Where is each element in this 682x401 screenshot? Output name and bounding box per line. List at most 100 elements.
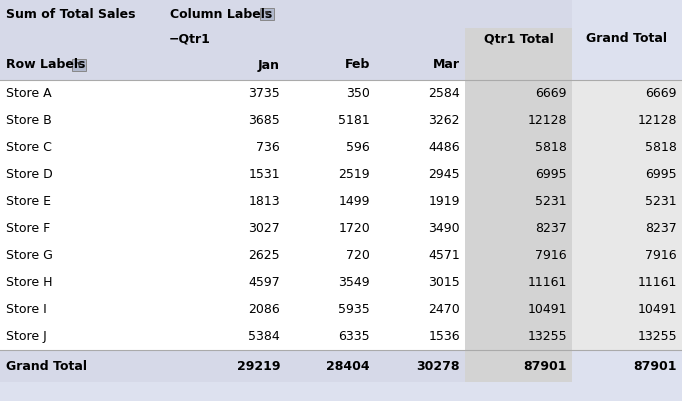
Bar	[0, 80, 465, 107]
Text: Grand Total: Grand Total	[587, 32, 668, 45]
Bar	[0, 161, 465, 188]
Bar	[0, 50, 465, 80]
Text: 596: 596	[346, 141, 370, 154]
Text: 3015: 3015	[428, 276, 460, 289]
Text: Store J: Store J	[6, 330, 47, 343]
Bar	[0, 215, 465, 242]
Text: 11161: 11161	[638, 276, 677, 289]
Bar	[465, 242, 572, 269]
Bar	[572, 0, 682, 28]
Text: 11161: 11161	[528, 276, 567, 289]
Text: 13255: 13255	[527, 330, 567, 343]
Bar	[572, 28, 682, 50]
Text: 3490: 3490	[428, 222, 460, 235]
Bar	[465, 350, 572, 382]
Bar	[465, 215, 572, 242]
Text: Mar: Mar	[433, 59, 460, 71]
Bar	[465, 134, 572, 161]
Text: 3685: 3685	[248, 114, 280, 127]
Text: 4571: 4571	[428, 249, 460, 262]
Bar	[465, 107, 572, 134]
Text: 3735: 3735	[248, 87, 280, 100]
Bar	[465, 0, 572, 28]
Text: Store I: Store I	[6, 303, 47, 316]
Text: 6995: 6995	[535, 168, 567, 181]
Text: 7916: 7916	[535, 249, 567, 262]
Text: 8237: 8237	[645, 222, 677, 235]
Bar	[572, 188, 682, 215]
Bar	[465, 296, 572, 323]
Bar	[572, 242, 682, 269]
Bar	[465, 161, 572, 188]
Text: 3549: 3549	[338, 276, 370, 289]
Text: 2625: 2625	[248, 249, 280, 262]
Text: 5935: 5935	[338, 303, 370, 316]
Bar	[572, 161, 682, 188]
Text: 6669: 6669	[535, 87, 567, 100]
Bar	[0, 269, 465, 296]
Bar	[465, 188, 572, 215]
Text: 7916: 7916	[645, 249, 677, 262]
Text: 2470: 2470	[428, 303, 460, 316]
Text: Column Labels: Column Labels	[170, 8, 272, 20]
Text: 1499: 1499	[338, 195, 370, 208]
Text: 87901: 87901	[524, 360, 567, 373]
Text: Jan: Jan	[258, 59, 280, 71]
Text: 5231: 5231	[645, 195, 677, 208]
Text: 2519: 2519	[338, 168, 370, 181]
Bar	[572, 80, 682, 107]
Text: 1720: 1720	[338, 222, 370, 235]
Text: 1536: 1536	[428, 330, 460, 343]
Bar	[0, 296, 465, 323]
Bar	[0, 28, 465, 50]
Bar	[0, 350, 465, 382]
Bar	[572, 350, 682, 382]
Bar	[465, 50, 572, 80]
Text: 28404: 28404	[327, 360, 370, 373]
Bar	[0, 0, 465, 28]
Text: Store H: Store H	[6, 276, 53, 289]
Bar	[572, 269, 682, 296]
Bar	[260, 8, 274, 20]
Bar	[572, 215, 682, 242]
Text: 10491: 10491	[527, 303, 567, 316]
Bar	[465, 28, 572, 50]
Bar	[0, 134, 465, 161]
Bar	[572, 134, 682, 161]
Bar	[465, 323, 572, 350]
Text: ▼: ▼	[77, 63, 81, 67]
Text: Store G: Store G	[6, 249, 53, 262]
Bar	[0, 323, 465, 350]
Bar	[465, 80, 572, 107]
Text: 5181: 5181	[338, 114, 370, 127]
Text: 29219: 29219	[237, 360, 280, 373]
Text: 6335: 6335	[338, 330, 370, 343]
Text: 13255: 13255	[638, 330, 677, 343]
Text: 2945: 2945	[428, 168, 460, 181]
Bar	[572, 296, 682, 323]
Bar	[465, 269, 572, 296]
Text: ▼: ▼	[265, 12, 269, 16]
Bar	[72, 59, 86, 71]
Text: Store E: Store E	[6, 195, 51, 208]
Text: 87901: 87901	[634, 360, 677, 373]
Text: 30278: 30278	[417, 360, 460, 373]
Text: 8237: 8237	[535, 222, 567, 235]
Text: 1531: 1531	[248, 168, 280, 181]
Text: 1813: 1813	[248, 195, 280, 208]
Text: Store B: Store B	[6, 114, 52, 127]
Text: 6669: 6669	[645, 87, 677, 100]
Text: 12128: 12128	[527, 114, 567, 127]
Text: 12128: 12128	[638, 114, 677, 127]
Text: 5818: 5818	[645, 141, 677, 154]
Text: Qtr1 Total: Qtr1 Total	[484, 32, 553, 45]
Text: Store A: Store A	[6, 87, 52, 100]
Text: −Qtr1: −Qtr1	[169, 32, 211, 45]
Text: 4486: 4486	[428, 141, 460, 154]
Bar	[0, 242, 465, 269]
Text: Grand Total: Grand Total	[6, 360, 87, 373]
Bar	[0, 188, 465, 215]
Text: 4597: 4597	[248, 276, 280, 289]
Text: Row Labels: Row Labels	[6, 59, 85, 71]
Text: 5384: 5384	[248, 330, 280, 343]
